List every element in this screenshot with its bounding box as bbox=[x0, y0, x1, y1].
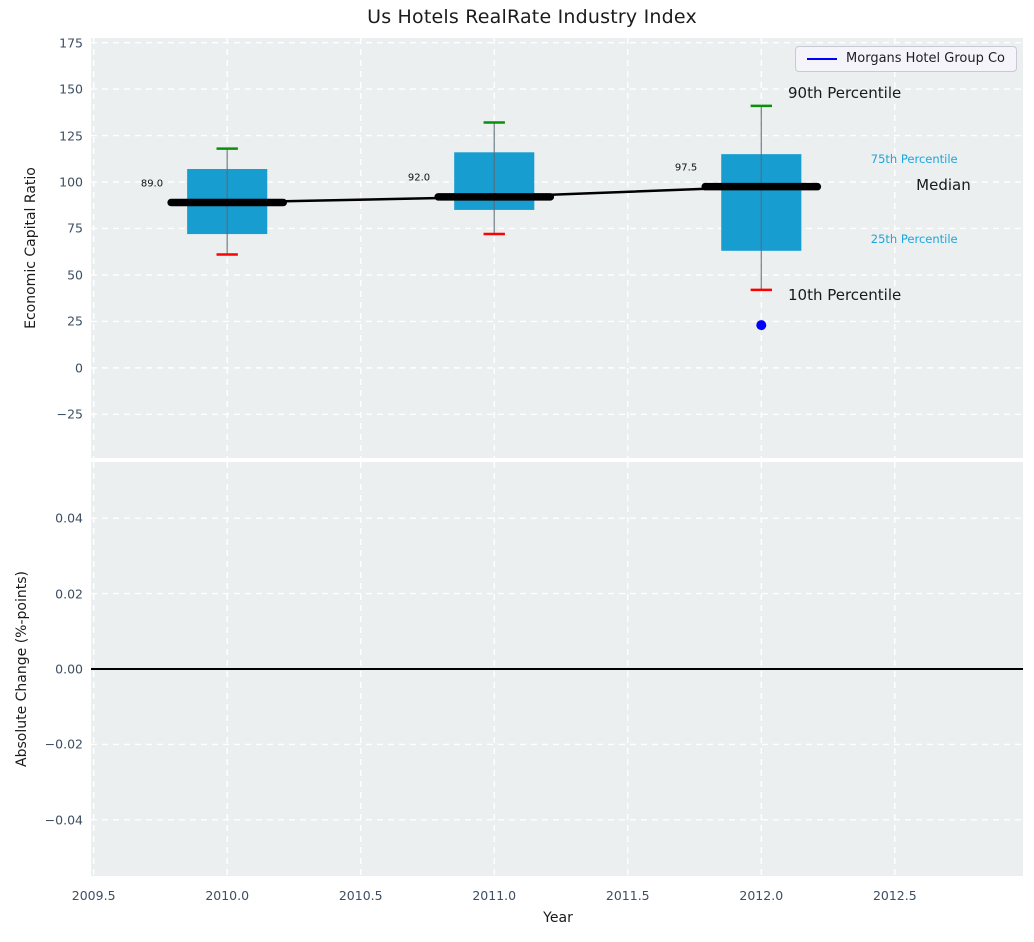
top-ytick-75: 75 bbox=[67, 220, 83, 236]
top-ytick-125: 125 bbox=[59, 128, 83, 144]
bottom-ytick-−0.02: −0.02 bbox=[44, 736, 83, 752]
xtick-2011.0: 2011.0 bbox=[472, 888, 517, 903]
xtick-2010.0: 2010.0 bbox=[205, 888, 250, 903]
chart-title: Us Hotels RealRate Industry Index bbox=[367, 6, 697, 28]
top-ytick-−25: −25 bbox=[56, 406, 83, 422]
bottom-ytick-0.04: 0.04 bbox=[55, 510, 83, 526]
top-ytick-175: 175 bbox=[59, 35, 83, 51]
xtick-2011.5: 2011.5 bbox=[605, 888, 650, 903]
top-ytick-50: 50 bbox=[67, 267, 83, 283]
legend: Morgans Hotel Group Co bbox=[795, 46, 1017, 72]
xtick-2012.5: 2012.5 bbox=[872, 888, 917, 903]
top-axes-economic-capital-ratio: 89.0 92.0 97.5 90th Percentile 75th Percenti… bbox=[91, 38, 1023, 458]
company-point bbox=[756, 320, 767, 331]
top-ytick-25: 25 bbox=[67, 313, 83, 329]
xtick-2009.5: 2009.5 bbox=[71, 888, 116, 903]
x-axis-label: Year bbox=[543, 910, 573, 926]
bottom-ytick-0.00: 0.00 bbox=[55, 661, 83, 677]
legend-line-sample bbox=[807, 57, 838, 60]
legend-label: Morgans Hotel Group Co bbox=[846, 51, 1005, 66]
top-ytick-100: 100 bbox=[59, 174, 83, 190]
bottom-ytick-−0.04: −0.04 bbox=[44, 812, 83, 828]
top-y-axis-label: Economic Capital Ratio bbox=[23, 167, 39, 329]
xtick-2012.0: 2012.0 bbox=[739, 888, 784, 903]
top-ytick-150: 150 bbox=[59, 81, 83, 97]
bottom-axes-absolute-change bbox=[91, 462, 1023, 876]
top-ytick-0: 0 bbox=[75, 360, 83, 376]
xtick-2010.5: 2010.5 bbox=[338, 888, 383, 903]
bottom-ytick-0.02: 0.02 bbox=[55, 586, 83, 602]
bottom-plot-canvas bbox=[91, 462, 1023, 876]
bottom-y-axis-label: Absolute Change (%-points) bbox=[14, 571, 30, 767]
top-plot-canvas bbox=[91, 38, 1023, 458]
